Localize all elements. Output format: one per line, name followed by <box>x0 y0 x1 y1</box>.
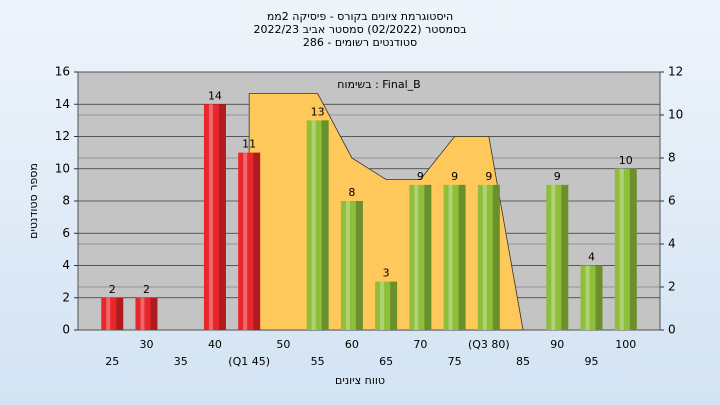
bar-shine <box>311 120 316 330</box>
x-tick-label: 85 <box>516 355 530 368</box>
y-tick-label: 2 <box>62 290 70 304</box>
bar <box>614 168 637 330</box>
bar-shade <box>321 120 329 330</box>
value-label: 4 <box>588 251 595 264</box>
x-tick-label: 95 <box>585 355 599 368</box>
bar-shine <box>448 184 453 330</box>
y-tick-label: 16 <box>55 65 70 79</box>
bar <box>443 184 466 330</box>
bar-shade <box>150 297 158 330</box>
y2-tick-label: 2 <box>668 280 676 294</box>
value-label: 9 <box>417 170 424 183</box>
x-axis-title: טווח ציונים <box>335 374 385 387</box>
y-tick-label: 12 <box>55 129 70 143</box>
bar-shine <box>380 281 385 330</box>
bar-shine <box>140 297 145 330</box>
bar <box>477 184 500 330</box>
x-tick-label: 75 <box>448 355 462 368</box>
y2-tick-label: 8 <box>668 151 676 165</box>
bar <box>306 120 329 330</box>
bar-shade <box>629 168 637 330</box>
x-tick-label: 35 <box>174 355 188 368</box>
bar <box>101 297 124 330</box>
x-tick-label: (Q3 80) <box>468 338 510 351</box>
bar-shine <box>208 104 213 330</box>
bar <box>375 281 398 330</box>
bar-shade <box>458 184 466 330</box>
bar-shine <box>551 184 556 330</box>
value-label: 2 <box>143 283 150 296</box>
bar-shade <box>355 201 363 330</box>
bar-shine <box>345 201 350 330</box>
bar-shade <box>390 281 398 330</box>
y-tick-label: 0 <box>62 323 70 337</box>
y-tick-label: 6 <box>62 226 70 240</box>
x-tick-label: 25 <box>105 355 119 368</box>
value-label: 11 <box>242 138 256 151</box>
bar-shine <box>243 152 248 330</box>
value-label: 9 <box>485 170 492 183</box>
x-tick-label: 60 <box>345 338 359 351</box>
bar <box>546 184 569 330</box>
y-tick-label: 10 <box>55 161 70 175</box>
x-tick-label: 40 <box>208 338 222 351</box>
bar <box>340 201 363 330</box>
x-tick-label: 55 <box>311 355 325 368</box>
y2-tick-label: 10 <box>668 108 683 122</box>
x-tick-label: 90 <box>550 338 564 351</box>
bar-shine <box>106 297 111 330</box>
y-tick-label: 14 <box>55 97 70 111</box>
value-label: 10 <box>619 154 633 167</box>
bar-shine <box>619 168 624 330</box>
bar-shade <box>561 184 569 330</box>
y-tick-label: 4 <box>62 258 70 272</box>
y2-tick-label: 0 <box>668 323 676 337</box>
bar <box>203 104 226 330</box>
bar-shade <box>253 152 261 330</box>
x-tick-label: 65 <box>379 355 393 368</box>
bar <box>135 297 158 330</box>
bar-shade <box>116 297 124 330</box>
bar-shade <box>492 184 500 330</box>
bar-shade <box>424 184 432 330</box>
title-line: סטודנטים רשומים - 286 <box>303 36 417 49</box>
value-label: 9 <box>554 170 561 183</box>
x-tick-label: (Q1 45) <box>228 355 270 368</box>
bar-shine <box>585 265 590 330</box>
bar-shine <box>482 184 487 330</box>
value-label: 3 <box>383 267 390 280</box>
x-tick-label: 70 <box>413 338 427 351</box>
x-tick-label: 100 <box>615 338 636 351</box>
value-label: 14 <box>208 89 222 102</box>
bar <box>409 184 432 330</box>
bar-shine <box>414 184 419 330</box>
value-label: 13 <box>311 105 325 118</box>
legend-label: בשימוח : Final_B <box>337 78 420 91</box>
title-line: בסמסטר (02/2022) סמסטר אביב 2022/23 <box>253 23 466 36</box>
y2-tick-label: 6 <box>668 194 676 208</box>
y-tick-label: 8 <box>62 194 70 208</box>
x-tick-label: 30 <box>139 338 153 351</box>
y2-tick-label: 12 <box>668 65 683 79</box>
title-line: היסטוגרמת ציונים בקורס - פיסיקה 2ממ <box>267 10 453 23</box>
x-tick-label: 50 <box>276 338 290 351</box>
y2-tick-label: 4 <box>668 237 676 251</box>
bar <box>238 152 261 330</box>
bar-shade <box>595 265 603 330</box>
y-axis-title: מספר סטודנטים <box>27 163 40 239</box>
bar-shade <box>218 104 226 330</box>
bar <box>580 265 603 330</box>
value-label: 9 <box>451 170 458 183</box>
value-label: 8 <box>348 186 355 199</box>
value-label: 2 <box>109 283 116 296</box>
